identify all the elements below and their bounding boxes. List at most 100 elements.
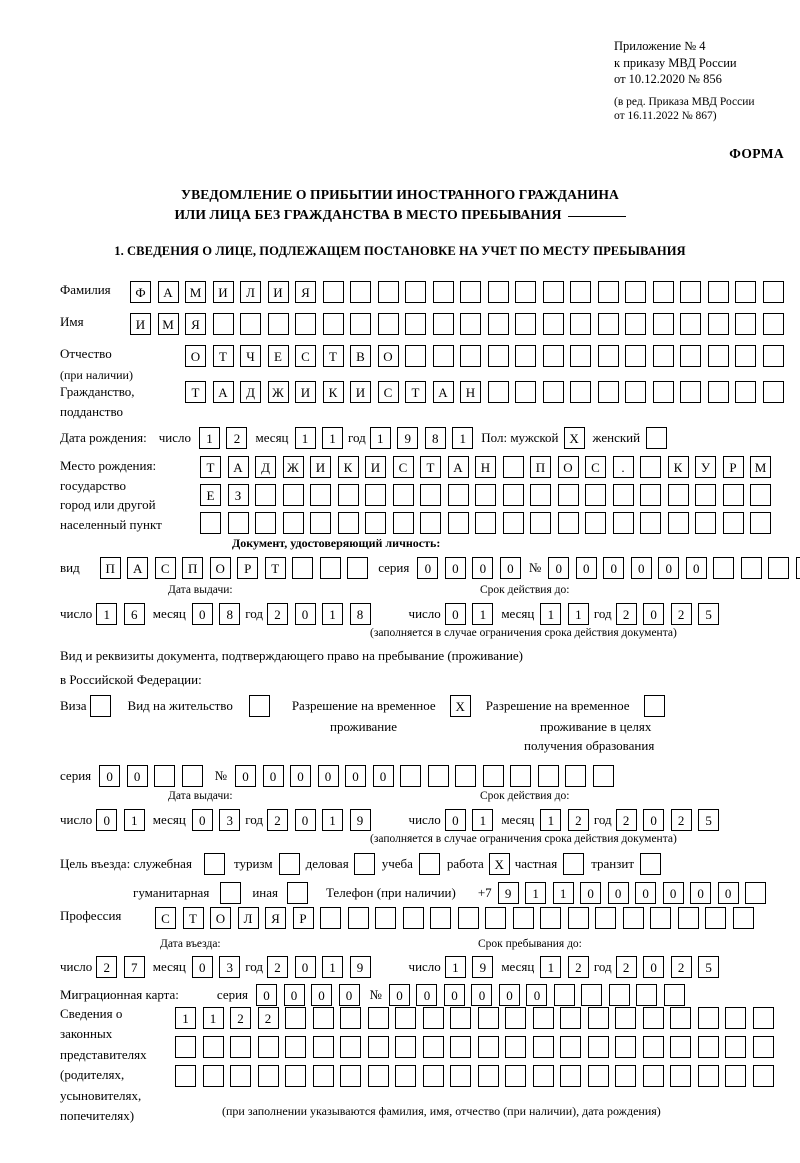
- char-cell[interactable]: 0: [290, 765, 312, 787]
- char-cell[interactable]: [505, 1007, 526, 1029]
- char-cell[interactable]: Я: [265, 907, 286, 929]
- char-cell[interactable]: [597, 381, 619, 403]
- char-cell[interactable]: 8: [219, 603, 241, 625]
- char-cell[interactable]: 0: [99, 765, 121, 787]
- char-cell[interactable]: 0: [444, 809, 466, 831]
- char-cell[interactable]: [697, 1065, 719, 1087]
- char-cell[interactable]: [482, 765, 504, 787]
- char-cell[interactable]: 0: [294, 956, 316, 978]
- char-cell[interactable]: [255, 512, 276, 534]
- char-cell[interactable]: [515, 345, 536, 367]
- char-cell[interactable]: [542, 381, 564, 403]
- char-cell[interactable]: [570, 313, 591, 335]
- char-cell[interactable]: [597, 313, 619, 335]
- char-cell[interactable]: 0: [685, 557, 707, 579]
- char-cell[interactable]: 0: [235, 765, 257, 787]
- char-cell[interactable]: С: [377, 381, 399, 403]
- char-cell[interactable]: [752, 1036, 774, 1058]
- char-cell[interactable]: [762, 313, 784, 335]
- char-cell[interactable]: [592, 765, 614, 787]
- char-cell[interactable]: [625, 345, 646, 367]
- char-cell[interactable]: 1: [369, 427, 391, 449]
- char-cell[interactable]: 0: [294, 603, 316, 625]
- char-cell[interactable]: [487, 313, 509, 335]
- char-cell[interactable]: И: [130, 313, 151, 335]
- char-cell[interactable]: [450, 1007, 471, 1029]
- char-cell[interactable]: [350, 313, 371, 335]
- char-cell[interactable]: [612, 512, 634, 534]
- char-cell[interactable]: [537, 765, 559, 787]
- char-cell[interactable]: [680, 345, 701, 367]
- char-cell[interactable]: [487, 381, 509, 403]
- char-cell[interactable]: 0: [603, 557, 625, 579]
- char-cell[interactable]: 0: [643, 809, 665, 831]
- char-cell[interactable]: [642, 1036, 664, 1058]
- char-cell[interactable]: О: [557, 456, 579, 478]
- char-cell[interactable]: Т: [185, 381, 206, 403]
- char-cell[interactable]: 2: [670, 809, 692, 831]
- char-cell[interactable]: [285, 1065, 306, 1087]
- char-cell[interactable]: [625, 381, 646, 403]
- char-cell[interactable]: 0: [690, 882, 712, 904]
- char-cell[interactable]: [340, 1036, 361, 1058]
- purpose-official-checkbox[interactable]: [203, 853, 225, 875]
- char-cell[interactable]: [595, 907, 616, 929]
- char-cell[interactable]: М: [185, 281, 206, 303]
- title-blank-line[interactable]: [567, 215, 626, 217]
- char-cell[interactable]: [585, 484, 606, 506]
- char-cell[interactable]: 0: [311, 984, 333, 1006]
- char-cell[interactable]: 0: [96, 809, 118, 831]
- char-cell[interactable]: [752, 1065, 774, 1087]
- char-cell[interactable]: [367, 1065, 389, 1087]
- char-cell[interactable]: [375, 907, 396, 929]
- char-cell[interactable]: 2: [257, 1007, 279, 1029]
- char-cell[interactable]: [725, 1007, 746, 1029]
- char-cell[interactable]: [530, 484, 551, 506]
- char-cell[interactable]: 1: [123, 809, 145, 831]
- char-cell[interactable]: 0: [548, 557, 570, 579]
- char-cell[interactable]: [400, 765, 422, 787]
- char-cell[interactable]: 5: [698, 603, 720, 625]
- char-cell[interactable]: [570, 281, 591, 303]
- char-cell[interactable]: 0: [662, 882, 684, 904]
- char-cell[interactable]: [319, 557, 341, 579]
- char-cell[interactable]: [367, 1007, 389, 1029]
- char-cell[interactable]: 2: [670, 603, 692, 625]
- char-cell[interactable]: [477, 1007, 499, 1029]
- char-cell[interactable]: [450, 1065, 471, 1087]
- sex-male-checkbox[interactable]: X: [563, 427, 585, 449]
- char-cell[interactable]: [597, 345, 619, 367]
- char-cell[interactable]: [735, 345, 756, 367]
- char-cell[interactable]: [505, 1036, 526, 1058]
- purpose-tourism-checkbox[interactable]: [278, 853, 300, 875]
- char-cell[interactable]: И: [310, 456, 331, 478]
- char-cell[interactable]: [455, 765, 477, 787]
- char-cell[interactable]: 0: [317, 765, 339, 787]
- char-cell[interactable]: [735, 313, 756, 335]
- char-cell[interactable]: [447, 512, 469, 534]
- char-cell[interactable]: [427, 765, 449, 787]
- char-cell[interactable]: [337, 512, 359, 534]
- char-cell[interactable]: И: [365, 456, 386, 478]
- temp-residence-edu-checkbox[interactable]: [643, 695, 665, 717]
- char-cell[interactable]: [570, 345, 591, 367]
- char-cell[interactable]: С: [155, 907, 176, 929]
- char-cell[interactable]: А: [212, 381, 234, 403]
- char-cell[interactable]: [722, 512, 744, 534]
- purpose-humanitarian-checkbox[interactable]: [220, 882, 242, 904]
- char-cell[interactable]: 6: [123, 603, 145, 625]
- char-cell[interactable]: 0: [262, 765, 284, 787]
- char-cell[interactable]: [292, 557, 314, 579]
- char-cell[interactable]: [340, 1007, 361, 1029]
- char-cell[interactable]: 0: [643, 603, 665, 625]
- char-cell[interactable]: [750, 512, 771, 534]
- char-cell[interactable]: [752, 1007, 774, 1029]
